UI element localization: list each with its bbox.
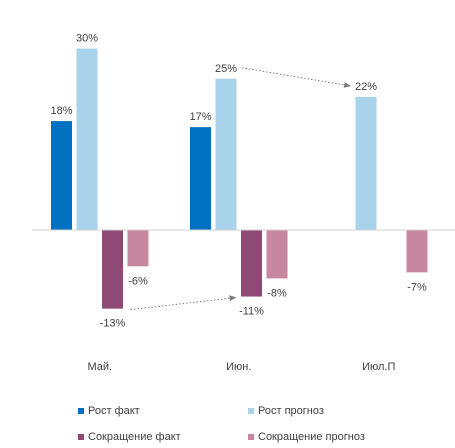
legend-swatch [248,434,254,440]
bar-сокращение-прогноз-2 [406,230,428,273]
bar-сокращение-факт-0 [102,230,123,309]
data-label: 30% [76,33,98,45]
legend-swatch [78,434,84,440]
category-label: Июл.П [362,361,395,373]
bar-сокращение-факт-1 [241,230,262,297]
bar-рост-прогноз-2 [355,96,377,231]
data-label: 17% [189,111,211,123]
data-label: -8% [267,287,287,299]
chart-canvas: 18% 17% 30% 25% 22% -13% -11% -6% -8% -7% Май. Июн… [32,33,455,373]
legend-item: Сокращение прогноз [248,431,365,443]
bar-рост-прогноз-0 [76,48,98,230]
legend-label: Рост факт [88,405,140,417]
legend-swatch [248,408,254,414]
data-label: 22% [355,81,377,93]
category-label: Июн. [226,361,251,373]
trend-arrow-0 [241,67,351,88]
legend-label: Сокращение факт [88,431,181,443]
bar-рост-прогноз-1 [215,78,237,230]
legend-item: Сокращение факт [78,431,181,443]
data-label: -6% [128,275,148,287]
data-label: -11% [239,306,264,318]
category-label: Май. [87,361,112,373]
bar-сокращение-прогноз-0 [127,230,149,267]
bar-сокращение-прогноз-1 [266,230,288,279]
data-label: -13% [100,318,126,330]
bar-рост-факт-1 [190,127,211,230]
chart-legend: Рост факт Рост прогноз Сокращение факт Сокр… [0,392,455,448]
trend-arrow-1 [130,295,237,311]
legend-label: Сокращение прогноз [258,431,365,443]
data-label: 18% [50,105,72,117]
legend-item: Рост прогноз [248,405,324,417]
legend-item: Рост факт [78,405,140,417]
data-label: -7% [407,281,427,293]
legend-label: Рост прогноз [258,405,324,417]
legend-swatch [78,408,84,414]
bar-рост-факт-0 [51,121,72,230]
data-label: 25% [215,63,237,75]
